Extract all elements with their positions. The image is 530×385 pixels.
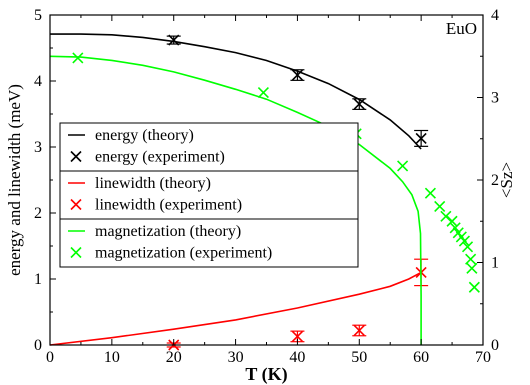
data-point-magnetization-experiment bbox=[468, 281, 480, 293]
right-y-tick-label: 4 bbox=[491, 7, 499, 24]
y-tick-label: 0 bbox=[34, 337, 42, 354]
legend-label-magnetization-experiment: magnetization (experiment) bbox=[95, 245, 272, 262]
x-marker-stroke bbox=[353, 324, 365, 337]
x-tick-label: 10 bbox=[104, 349, 120, 366]
x-marker-stroke bbox=[458, 235, 471, 247]
data-point-magnetization-experiment bbox=[72, 52, 84, 64]
legend: energy (theory) energy (experiment) linewi… bbox=[59, 122, 359, 268]
x-marker-stroke bbox=[257, 86, 269, 99]
right-y-tick-label: 2 bbox=[491, 172, 499, 189]
x-marker-stroke bbox=[466, 262, 478, 274]
data-point-magnetization-experiment bbox=[446, 215, 458, 227]
x-tick-label: 0 bbox=[46, 349, 54, 366]
y-tick-label: 4 bbox=[34, 73, 42, 90]
x-marker-stroke bbox=[446, 215, 458, 227]
x-marker-stroke bbox=[397, 160, 409, 172]
data-point-linewidth-experiment bbox=[353, 324, 365, 337]
x-marker-stroke bbox=[449, 222, 461, 234]
y-axis-label: energy and linewidth (meV) bbox=[5, 84, 24, 276]
legend-label-magnetization-theory: magnetization (theory) bbox=[95, 223, 241, 240]
legend-swatch-linewidth-experiment bbox=[70, 198, 82, 211]
legend-box bbox=[59, 170, 359, 220]
legend-label-energy-experiment: energy (experiment) bbox=[95, 149, 225, 166]
data-point-magnetization-experiment bbox=[257, 86, 269, 99]
data-point-magnetization-experiment bbox=[466, 262, 478, 274]
x-marker-stroke bbox=[291, 69, 303, 81]
x-marker-stroke bbox=[465, 253, 477, 265]
y-tick-label: 3 bbox=[34, 139, 42, 156]
x-tick-label: 40 bbox=[289, 349, 305, 366]
x-marker-stroke bbox=[440, 210, 452, 222]
right-y-tick-label: 1 bbox=[491, 255, 499, 272]
data-point-magnetization-experiment bbox=[440, 210, 452, 222]
data-point-magnetization-experiment bbox=[424, 187, 436, 199]
right-y-axis-label: <Sz> bbox=[497, 162, 516, 198]
data-point-magnetization-experiment bbox=[434, 200, 446, 212]
data-point-magnetization-experiment bbox=[461, 241, 474, 253]
legend-swatch-magnetization-experiment bbox=[70, 246, 82, 259]
right-y-tick-label: 3 bbox=[491, 90, 499, 107]
legend-swatch-energy-experiment bbox=[70, 150, 82, 163]
series-line-linewidth-theory bbox=[49, 271, 422, 346]
data-point-energy-experiment bbox=[168, 34, 180, 46]
legend-label-energy-theory: energy (theory) bbox=[95, 127, 194, 144]
x-marker-stroke bbox=[415, 132, 427, 144]
x-tick-label: 70 bbox=[475, 349, 491, 366]
y-tick-label: 5 bbox=[34, 7, 42, 24]
x-tick-label: 20 bbox=[166, 349, 182, 366]
x-marker-stroke bbox=[168, 34, 180, 46]
x-tick-label: 30 bbox=[228, 349, 244, 366]
plot-content bbox=[49, 33, 480, 351]
data-point-magnetization-experiment bbox=[458, 235, 471, 247]
x-marker-stroke bbox=[70, 198, 82, 211]
x-marker-stroke bbox=[434, 200, 446, 212]
series-line-magnetization-theory bbox=[49, 55, 422, 345]
data-point-magnetization-experiment bbox=[465, 253, 477, 265]
series-line-energy-theory bbox=[50, 33, 422, 150]
legend-box bbox=[59, 218, 359, 268]
legend-label-linewidth-theory: linewidth (theory) bbox=[95, 175, 211, 192]
x-marker-stroke bbox=[468, 281, 480, 293]
x-tick-label: 60 bbox=[413, 349, 429, 366]
x-marker-stroke bbox=[353, 98, 365, 110]
data-point-energy-experiment bbox=[415, 132, 427, 144]
x-axis-label: T (K) bbox=[245, 364, 287, 385]
x-marker-stroke bbox=[72, 52, 84, 64]
data-point-magnetization-experiment bbox=[449, 222, 461, 234]
x-marker-stroke bbox=[70, 246, 82, 259]
data-point-magnetization-experiment bbox=[397, 160, 409, 172]
x-marker-stroke bbox=[70, 150, 82, 163]
y-tick-label: 1 bbox=[34, 271, 42, 288]
x-marker-stroke bbox=[424, 187, 436, 199]
y-tick-label: 2 bbox=[34, 205, 42, 222]
data-point-energy-experiment bbox=[353, 98, 365, 110]
legend-label-linewidth-experiment: linewidth (experiment) bbox=[95, 197, 242, 214]
x-tick-label: 50 bbox=[351, 349, 367, 366]
data-point-linewidth-experiment bbox=[291, 330, 303, 342]
right-y-tick-label: 0 bbox=[491, 337, 499, 354]
data-point-energy-experiment bbox=[291, 69, 303, 81]
x-marker-stroke bbox=[461, 241, 474, 253]
x-marker-stroke bbox=[291, 330, 303, 342]
chart-annotation: EuO bbox=[446, 19, 477, 38]
